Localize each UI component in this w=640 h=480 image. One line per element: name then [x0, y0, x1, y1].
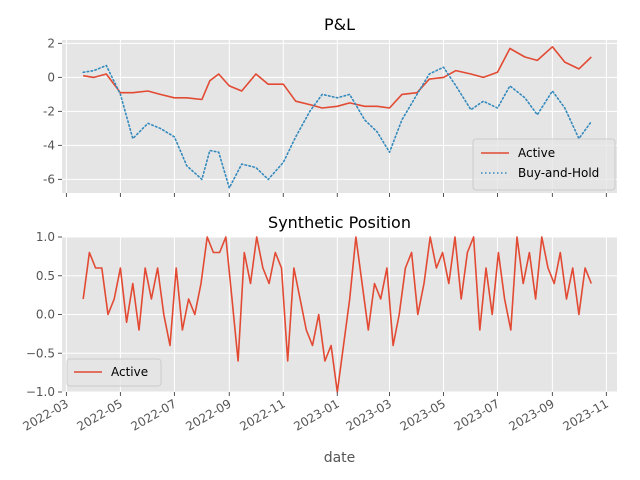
y-tick-label: -2 [43, 104, 55, 118]
x-tick-label: 2023-11 [560, 396, 610, 433]
position-gridlines [62, 236, 617, 393]
x-tick-label: 2022-11 [237, 396, 287, 433]
x-tick-label: 2023-07 [452, 396, 502, 433]
pnl-legend-buyhold-label: Buy-and-Hold [518, 166, 599, 180]
position-x-ticks: 2022-03 2022-05 2022-07 2022-09 2022-11 2023-… [21, 392, 611, 434]
pnl-series-buy-and-hold [82, 64, 593, 189]
pnl-series [82, 46, 593, 189]
y-tick-label: 0.5 [36, 269, 55, 283]
position-y-ticks: 1.0 0.5 0.0 −0.5 −1.0 [26, 230, 62, 399]
pnl-y-ticks: 2 0 -2 -4 -6 [43, 36, 62, 186]
y-tick-label: −1.0 [26, 385, 55, 399]
y-tick-label: 0 [47, 70, 55, 84]
x-tick-label: 2022-09 [183, 396, 233, 433]
x-tick-label: 2022-03 [21, 396, 71, 433]
position-legend: Active [66, 358, 162, 387]
y-tick-label: 1.0 [36, 230, 55, 244]
x-tick-label: 2023-01 [291, 396, 341, 433]
x-tick-label: 2022-05 [74, 396, 124, 433]
y-tick-label: −0.5 [26, 346, 55, 360]
x-tick-label: 2023-03 [344, 396, 394, 433]
position-legend-box [66, 358, 162, 387]
pnl-legend: Active Buy-and-Hold [472, 138, 616, 191]
position-legend-active-label: Active [111, 365, 148, 379]
pnl-legend-box [472, 138, 616, 191]
x-tick-label: 2023-05 [398, 396, 448, 433]
y-tick-label: -4 [43, 138, 55, 152]
pnl-series-active [83, 46, 592, 109]
pnl-x-tick-marks [65, 193, 607, 197]
position-title: Synthetic Position [268, 213, 411, 232]
pnl-title: P&L [324, 15, 355, 34]
y-tick-label: -6 [43, 172, 55, 186]
x-axis-label: date [324, 450, 356, 466]
x-tick-label: 2022-07 [128, 396, 178, 433]
y-tick-label: 0.0 [36, 308, 55, 322]
x-tick-label: 2023-09 [506, 396, 556, 433]
pnl-legend-active-label: Active [518, 146, 555, 160]
y-tick-label: 2 [47, 36, 55, 50]
